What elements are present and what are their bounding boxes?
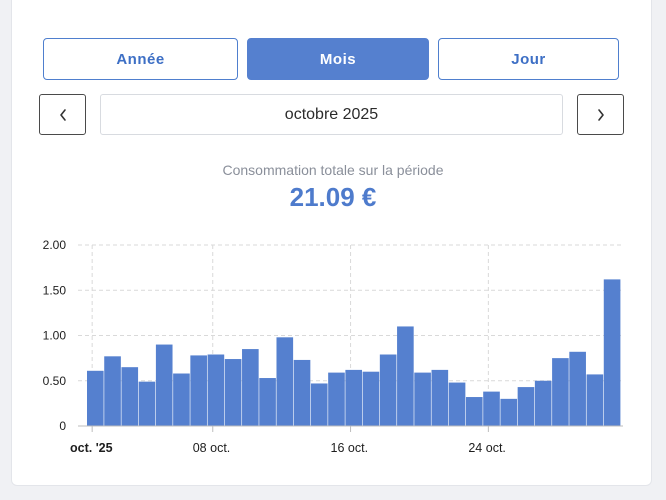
x-tick-label: oct. '25: [70, 441, 113, 455]
bar-day-27[interactable]: [534, 380, 552, 426]
bar-day-13[interactable]: [293, 359, 311, 426]
current-period-display: octobre 2025: [100, 94, 563, 135]
next-period-button[interactable]: [577, 94, 624, 135]
bar-day-2[interactable]: [104, 356, 121, 426]
bar-day-17[interactable]: [362, 371, 380, 426]
prev-period-button[interactable]: [39, 94, 86, 135]
total-consumption-label: Consommation totale sur la période: [222, 162, 444, 178]
bar-day-29[interactable]: [569, 351, 586, 426]
bar-day-23[interactable]: [465, 397, 483, 426]
y-tick-label: 0.50: [43, 374, 67, 388]
bar-day-31[interactable]: [603, 279, 621, 426]
bar-day-14[interactable]: [310, 383, 328, 426]
bar-day-16[interactable]: [345, 369, 363, 426]
bar-day-6[interactable]: [173, 373, 190, 426]
tab-month[interactable]: Mois: [247, 38, 429, 80]
bar-day-18[interactable]: [379, 354, 397, 426]
y-tick-label: 1.50: [43, 283, 67, 297]
bar-day-8[interactable]: [207, 354, 225, 426]
bar-day-9[interactable]: [224, 359, 242, 426]
bar-day-5[interactable]: [155, 344, 173, 426]
y-tick-label: 1.00: [43, 329, 67, 343]
tab-day[interactable]: Jour: [438, 38, 619, 80]
bar-day-4[interactable]: [138, 381, 156, 426]
bar-day-7[interactable]: [190, 355, 207, 426]
total-consumption-value: 21.09 €: [289, 182, 377, 212]
bar-day-26[interactable]: [517, 387, 535, 426]
bar-day-30[interactable]: [586, 374, 604, 426]
bar-day-12[interactable]: [276, 337, 294, 426]
bar-day-22[interactable]: [448, 382, 466, 426]
x-tick-label: 24 oct.: [468, 441, 506, 455]
x-tick-label: 16 oct.: [331, 441, 369, 455]
bar-day-20[interactable]: [414, 372, 431, 426]
x-tick-label: 08 oct.: [193, 441, 231, 455]
bar-day-28[interactable]: [552, 358, 569, 426]
y-tick-label: 2.00: [43, 238, 67, 252]
bar-day-24[interactable]: [483, 391, 500, 426]
bar-day-15[interactable]: [328, 372, 345, 426]
bar-day-19[interactable]: [397, 326, 414, 426]
bar-day-25[interactable]: [500, 398, 518, 426]
chevron-right-icon: [597, 108, 604, 121]
bar-day-21[interactable]: [431, 369, 449, 426]
bar-day-1[interactable]: [87, 370, 104, 426]
chevron-left-icon: [59, 108, 66, 121]
bar-day-10[interactable]: [242, 349, 259, 426]
y-tick-label: 0: [59, 419, 66, 433]
bar-day-11[interactable]: [259, 378, 276, 426]
tab-year[interactable]: Année: [43, 38, 238, 80]
bar-day-3[interactable]: [121, 367, 139, 426]
